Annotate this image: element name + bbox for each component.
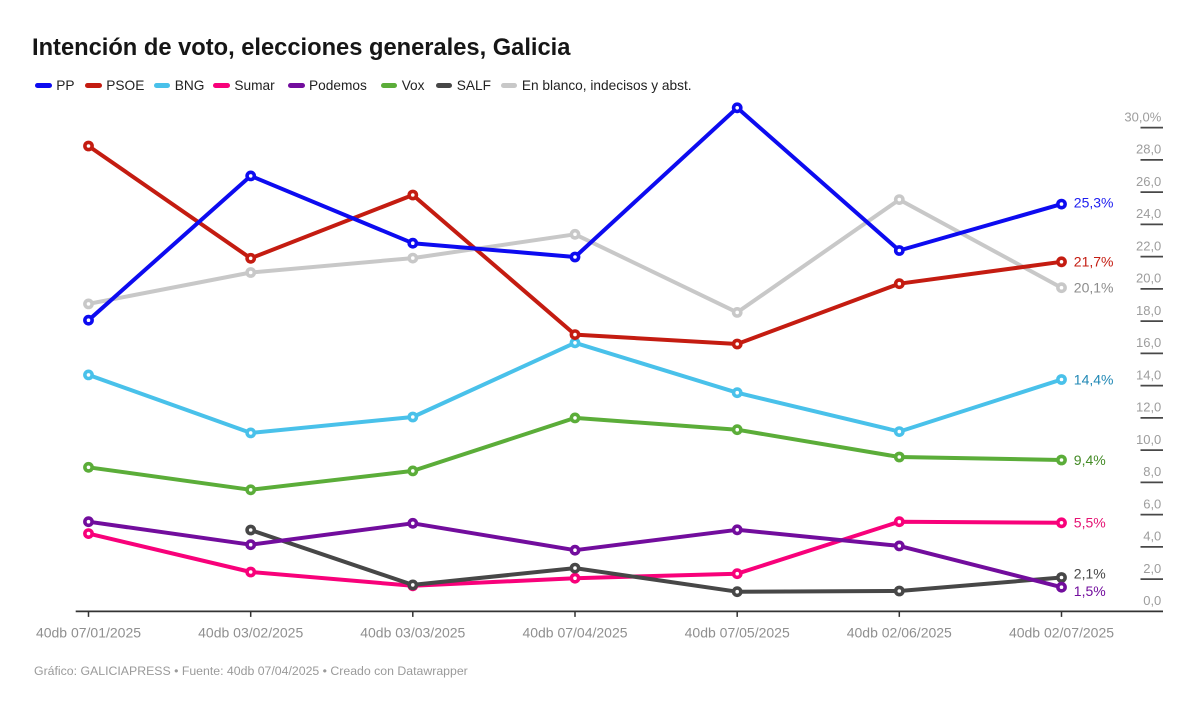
svg-text:2,0: 2,0 [1143, 561, 1161, 576]
svg-text:40db 02/06/2025: 40db 02/06/2025 [847, 624, 952, 640]
svg-text:21,7%: 21,7% [1074, 254, 1114, 270]
svg-text:24,0: 24,0 [1136, 206, 1161, 221]
svg-text:40db 07/04/2025: 40db 07/04/2025 [522, 624, 627, 640]
svg-text:18,0: 18,0 [1136, 303, 1161, 318]
svg-text:40db 02/07/2025: 40db 02/07/2025 [1009, 624, 1114, 640]
svg-text:40db 03/02/2025: 40db 03/02/2025 [198, 624, 303, 640]
svg-text:26,0: 26,0 [1136, 174, 1161, 189]
svg-text:16,0: 16,0 [1136, 335, 1161, 350]
svg-text:28,0: 28,0 [1136, 142, 1161, 157]
svg-text:20,1%: 20,1% [1074, 279, 1114, 295]
svg-text:40db 07/01/2025: 40db 07/01/2025 [36, 624, 141, 640]
svg-text:10,0: 10,0 [1136, 432, 1161, 447]
svg-text:14,0: 14,0 [1136, 367, 1161, 382]
svg-text:22,0: 22,0 [1136, 238, 1161, 253]
svg-text:20,0: 20,0 [1136, 271, 1161, 286]
svg-text:0,0: 0,0 [1143, 593, 1161, 608]
svg-text:6,0: 6,0 [1143, 496, 1161, 511]
svg-text:25,3%: 25,3% [1074, 194, 1114, 210]
svg-text:40db 03/03/2025: 40db 03/03/2025 [360, 624, 465, 640]
svg-text:12,0: 12,0 [1136, 400, 1161, 415]
svg-text:9,4%: 9,4% [1074, 452, 1106, 468]
svg-text:5,5%: 5,5% [1074, 514, 1106, 530]
svg-text:4,0: 4,0 [1143, 529, 1161, 544]
svg-text:40db 07/05/2025: 40db 07/05/2025 [685, 624, 790, 640]
svg-text:8,0: 8,0 [1143, 464, 1161, 479]
svg-text:30,0%: 30,0% [1124, 109, 1161, 124]
svg-text:14,4%: 14,4% [1074, 371, 1114, 387]
svg-text:1,5%: 1,5% [1074, 583, 1106, 599]
svg-text:2,1%: 2,1% [1074, 566, 1106, 582]
